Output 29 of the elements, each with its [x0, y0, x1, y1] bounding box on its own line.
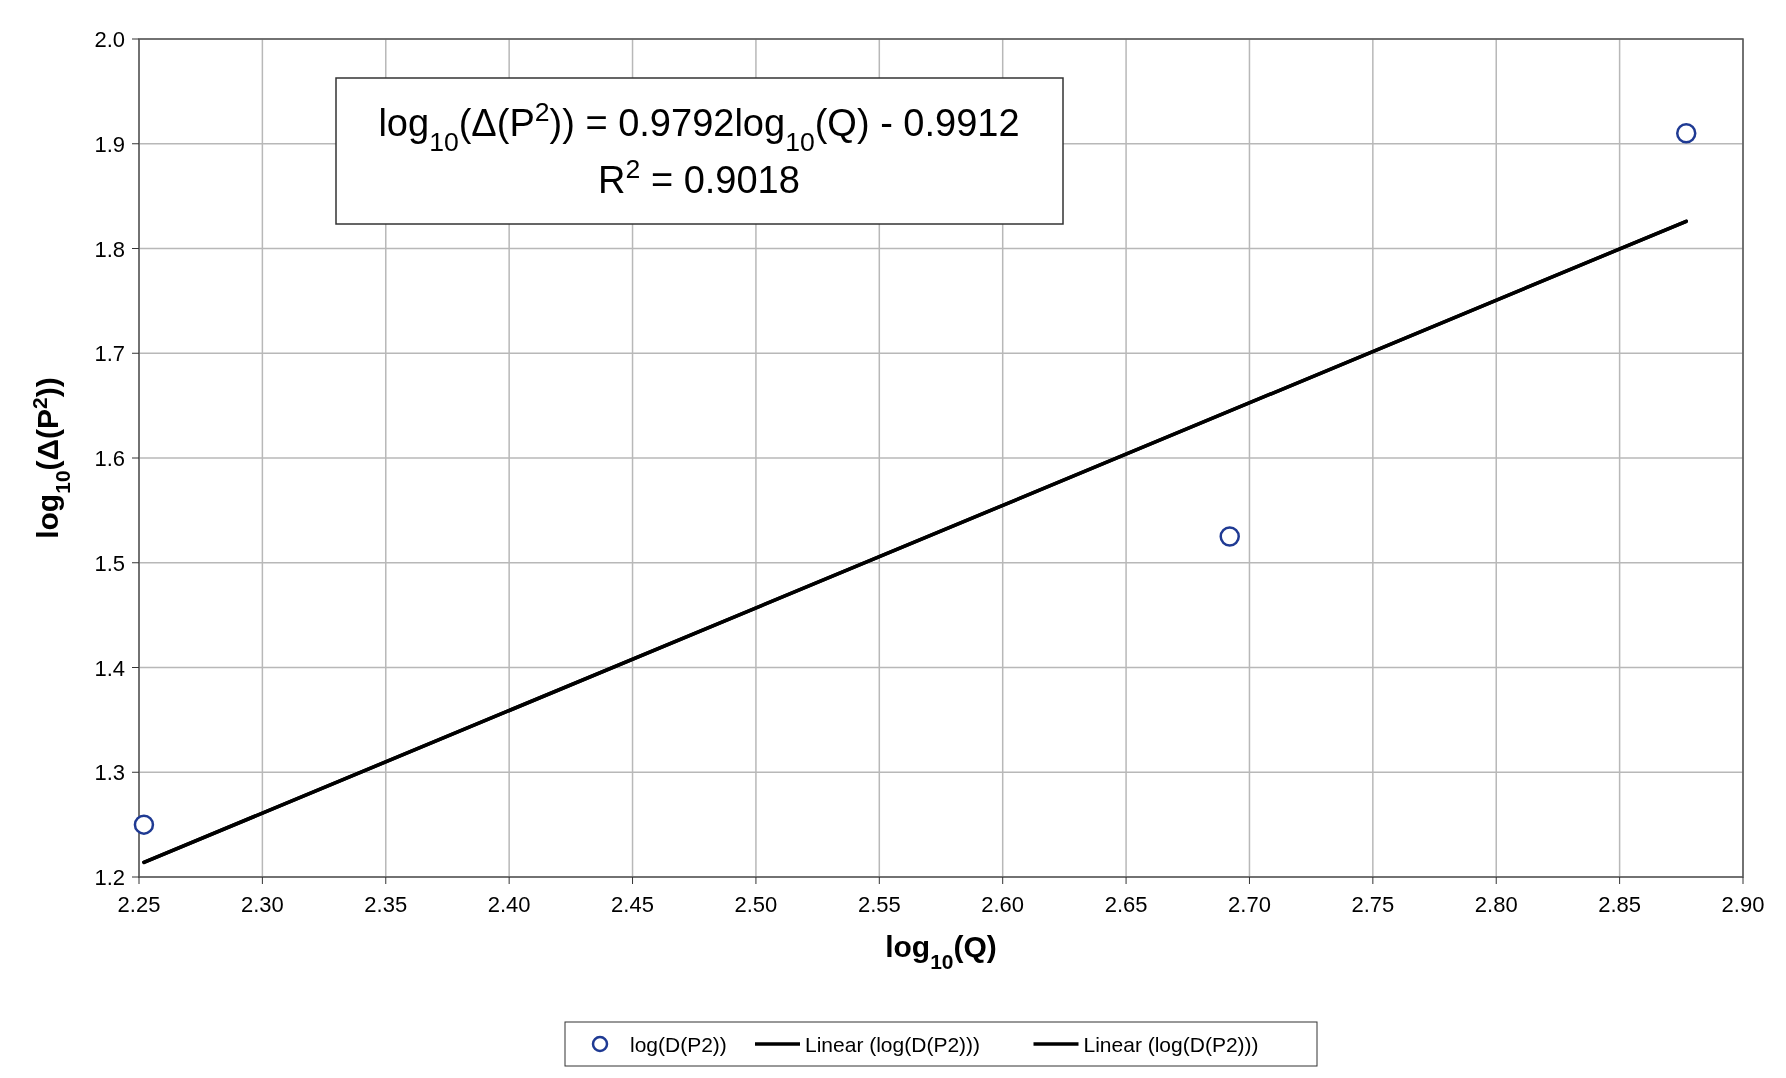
y-tick-label: 2.0: [94, 27, 125, 52]
x-tick-label: 2.85: [1598, 892, 1642, 917]
legend-label: Linear (log(D(P2))): [805, 1033, 981, 1056]
y-tick-label: 1.6: [94, 446, 125, 471]
x-tick-label: 2.35: [364, 892, 408, 917]
x-axis-title: log$_{10}$(Q): [885, 930, 997, 973]
y-tick-label: 1.4: [94, 655, 125, 681]
x-tick-label: 2.40: [487, 892, 531, 917]
x-tick-label: 2.45: [611, 892, 654, 917]
x-tick-label: 2.65: [1104, 892, 1148, 917]
y-tick-label: 1.5: [94, 550, 125, 576]
x-tick-label: 2.70: [1228, 892, 1271, 917]
y-tick-label: 1.8: [94, 236, 125, 262]
x-tick-label: 2.50: [734, 892, 778, 917]
y-tick-label: 1.2: [94, 865, 125, 890]
y-tick-label: 1.3: [94, 760, 125, 786]
x-tick-label: 2.90: [1721, 892, 1765, 917]
x-tick-label: 2.80: [1474, 892, 1518, 917]
x-tick-label: 2.25: [117, 892, 161, 917]
x-tick-label: 2.30: [240, 892, 284, 917]
x-tick-label: 2.55: [857, 892, 901, 917]
legend-label: Linear (log(D(P2))): [1083, 1033, 1259, 1056]
y-tick-label: 1.7: [94, 341, 125, 367]
y-tick-label: 1.9: [94, 131, 125, 157]
annotation: log$_{10}$(Δ(P$^{2}$)) = 0.9792log$_{10}$(Q) - 0.9912: [378, 97, 1020, 157]
annotation: R$^{2}$ = 0.9018: [598, 154, 800, 201]
legend-label: log(D(P2)): [630, 1033, 727, 1056]
x-tick-label: 2.75: [1351, 892, 1395, 917]
x-tick-label: 2.60: [981, 892, 1025, 917]
